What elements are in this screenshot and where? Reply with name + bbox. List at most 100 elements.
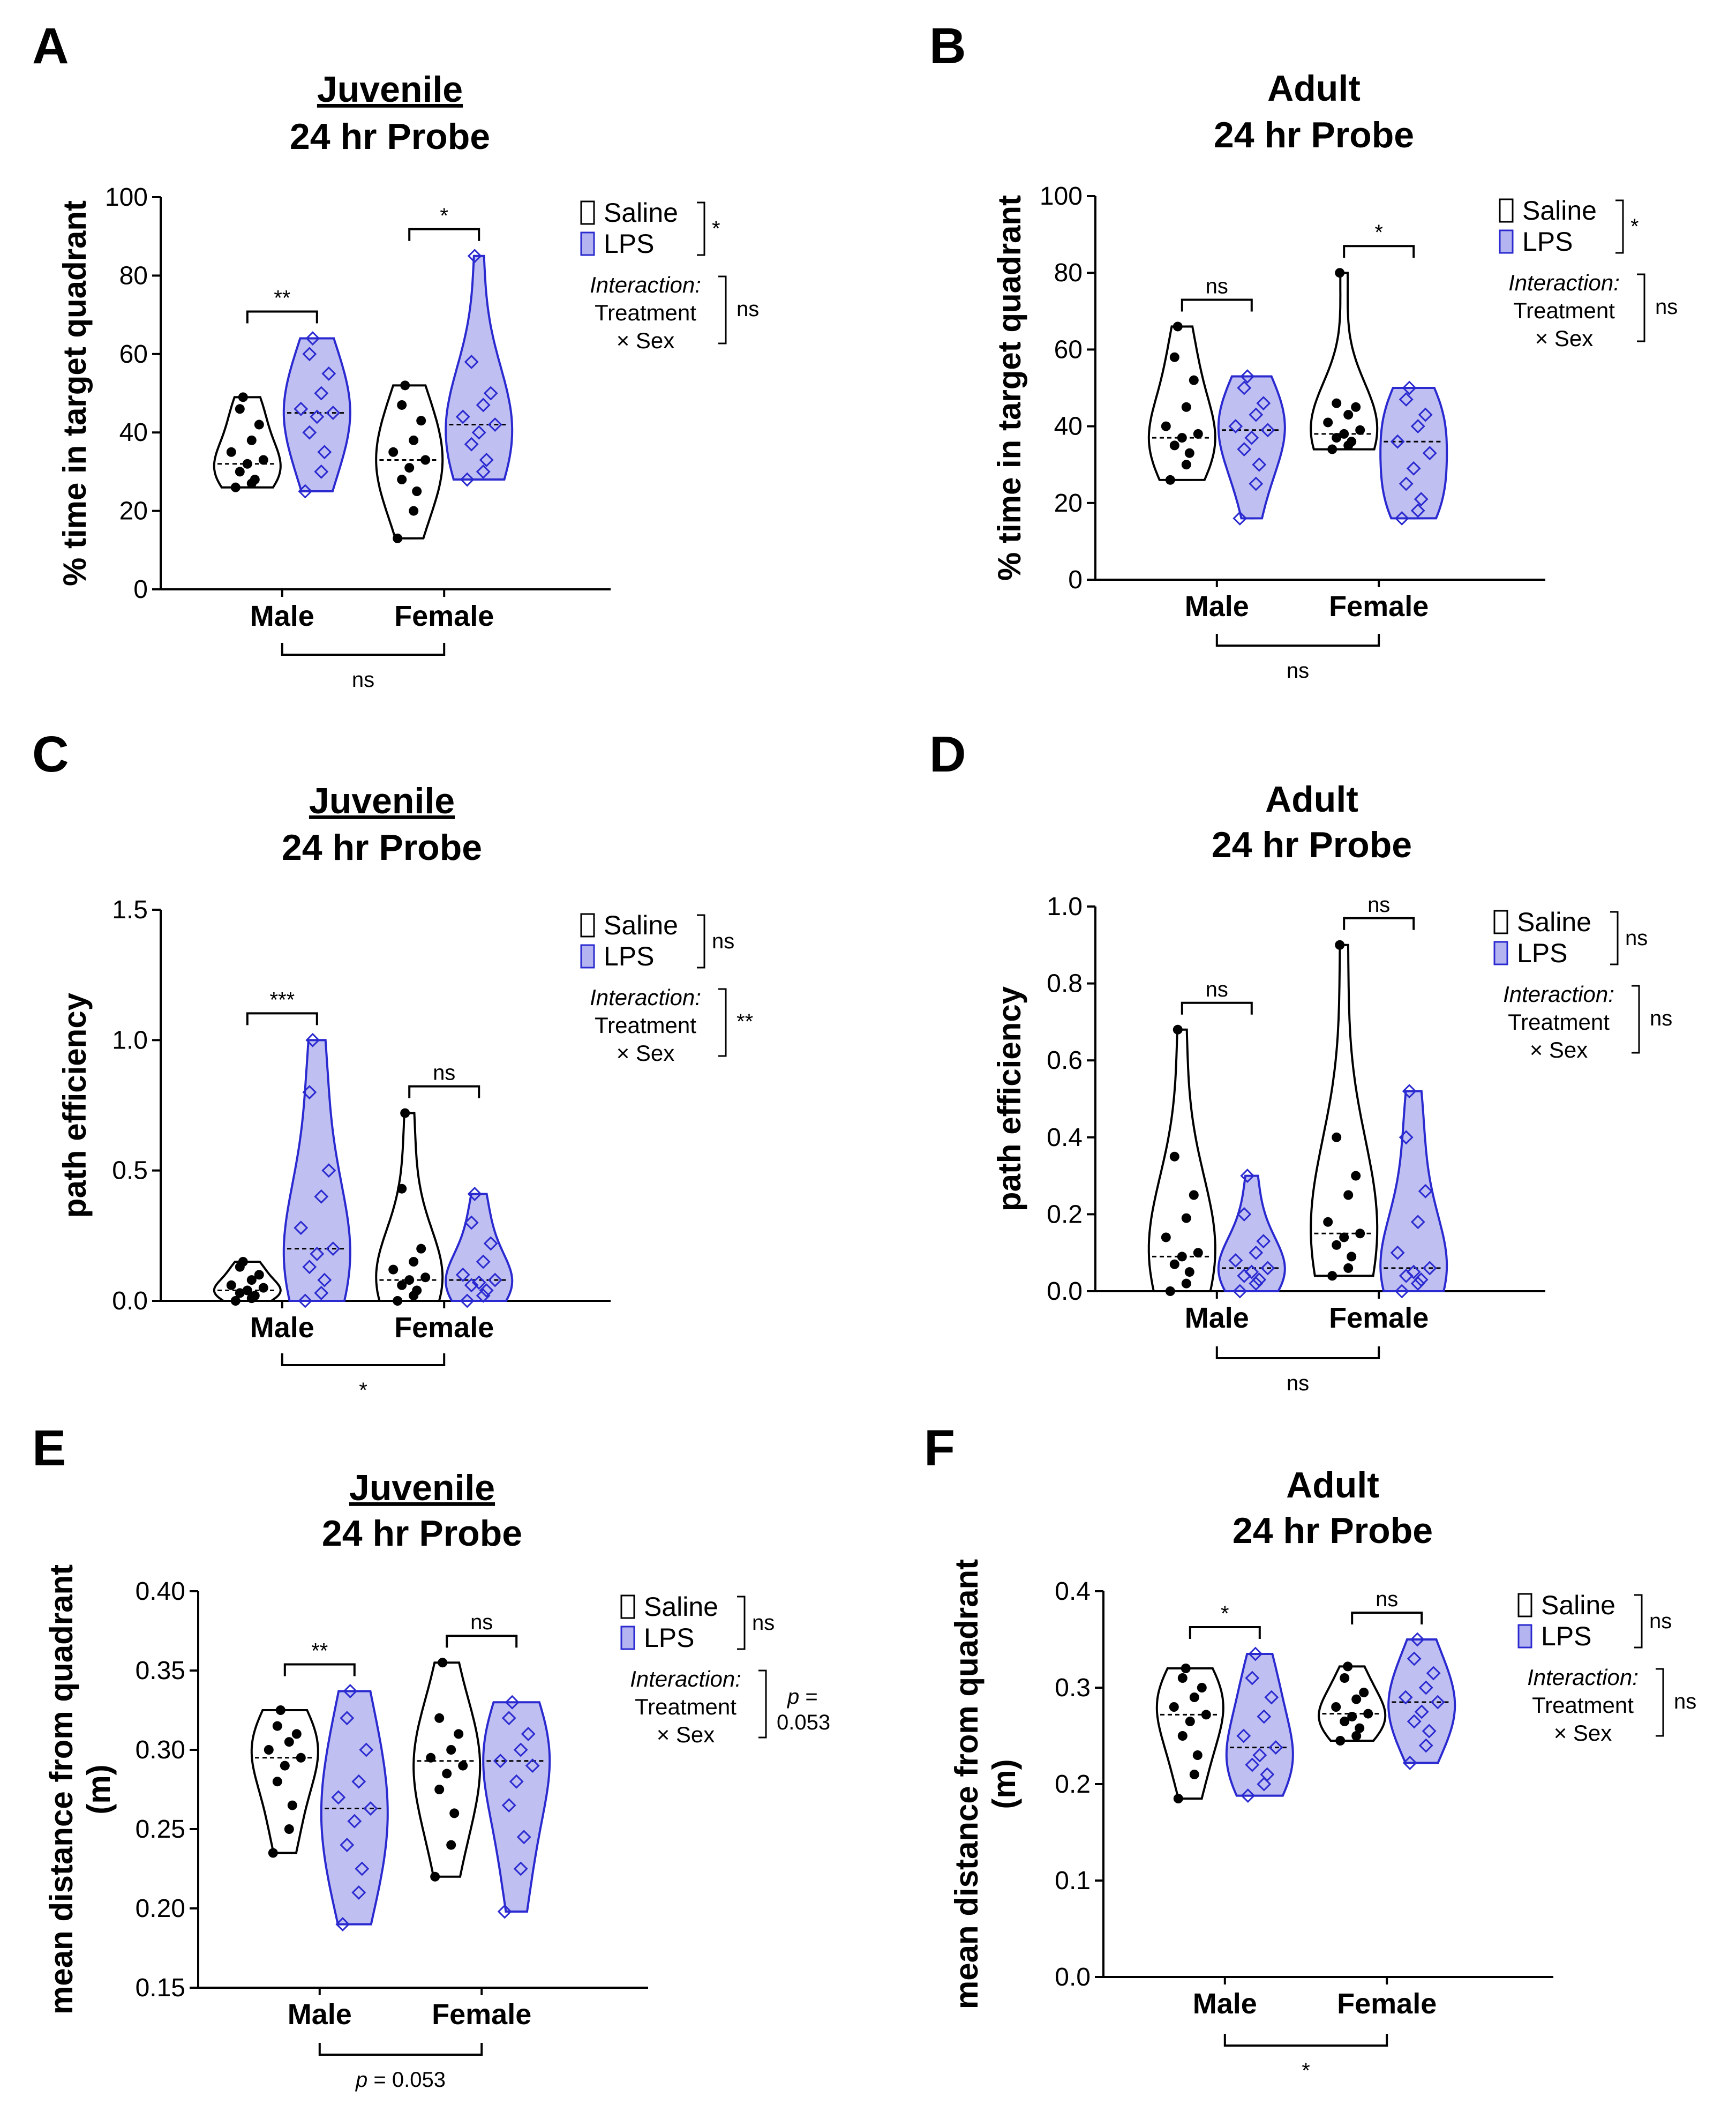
saline-point <box>1335 940 1345 950</box>
lps-point <box>294 401 309 416</box>
saline-violin-male <box>1155 1667 1224 1800</box>
y-tick-label: 0.40 <box>136 1577 185 1606</box>
saline-point <box>291 1729 302 1739</box>
treatment-bracket <box>737 1596 746 1650</box>
lps-point <box>1418 1738 1433 1753</box>
lps-point <box>351 1774 366 1789</box>
saline-point <box>1181 1278 1191 1289</box>
chart-title: Juvenile <box>349 1467 495 1508</box>
y-tick-label: 60 <box>119 340 148 369</box>
saline-point <box>1161 1232 1171 1242</box>
saline-point <box>1197 1683 1207 1692</box>
lps-point <box>302 1260 317 1275</box>
y-tick-label: 0.25 <box>136 1815 185 1844</box>
lps-point <box>1245 1671 1260 1686</box>
saline-point <box>1335 1736 1346 1746</box>
saline-point <box>287 1800 297 1810</box>
saline-violin-female <box>375 384 444 540</box>
lps-point <box>1237 442 1252 456</box>
lps-violin-male <box>1225 1653 1294 1797</box>
y-axis-label-unit: (m) <box>986 1759 1022 1809</box>
lps-point <box>1414 1704 1429 1719</box>
panel-d: D Adult 24 hr Probe path efficiency 0.0 0.2 0.… <box>929 726 1672 1395</box>
y-axis-label: path efficiency <box>57 992 93 1218</box>
saline-point <box>416 1244 426 1254</box>
lps-point <box>479 1283 494 1298</box>
lps-point <box>340 1838 355 1853</box>
legend-lps-swatch <box>580 231 595 256</box>
pair-significance: ns <box>433 1061 455 1085</box>
lps-point <box>298 1293 313 1308</box>
saline-point <box>1339 1232 1349 1242</box>
lps-point <box>1410 1215 1425 1230</box>
interaction-significance: ns <box>1650 1007 1672 1030</box>
y-tick-label: 0 <box>133 575 148 604</box>
lps-point <box>302 347 317 362</box>
saline-point <box>393 533 403 543</box>
lps-point <box>1426 1666 1441 1681</box>
lps-point <box>326 1241 341 1256</box>
saline-point <box>1323 417 1333 428</box>
lps-point <box>471 425 486 440</box>
saline-point <box>388 1264 399 1275</box>
lps-point <box>1252 1748 1267 1763</box>
saline-point <box>1335 268 1345 278</box>
saline-point <box>1339 429 1349 439</box>
lps-point <box>1394 1284 1409 1299</box>
lps-point <box>340 1711 355 1726</box>
saline-point <box>1201 1710 1211 1720</box>
lps-point <box>321 366 336 381</box>
saline-point <box>409 1257 419 1267</box>
treatment-significance: ns <box>1625 926 1648 950</box>
saline-point <box>226 1280 236 1290</box>
legend-lps-label: LPS <box>1517 938 1568 968</box>
lps-point <box>1252 457 1267 472</box>
saline-point <box>254 420 264 430</box>
y-tick-label: 0.0 <box>1047 1277 1083 1306</box>
saline-violin-female <box>1310 272 1379 451</box>
lps-point <box>476 398 491 413</box>
lps-point <box>310 409 325 424</box>
pair-significance: ** <box>311 1639 328 1662</box>
lps-violin-female <box>445 1193 514 1302</box>
lps-violin-female <box>482 1701 551 1913</box>
saline-point <box>1332 398 1342 408</box>
pair-bracket <box>408 1085 480 1098</box>
sex-bracket <box>1215 634 1380 647</box>
y-tick-label: 0.0 <box>1055 1963 1091 1991</box>
lps-point <box>525 1758 540 1773</box>
pair-bracket <box>1181 298 1253 312</box>
lps-point <box>359 1742 374 1757</box>
panel-b: B Adult 24 hr Probe % time in target quadra… <box>929 18 1678 683</box>
pair-bracket <box>1343 245 1415 258</box>
treatment-bracket <box>697 914 705 969</box>
lps-point <box>505 1695 520 1710</box>
y-tick-label: 40 <box>1054 413 1083 441</box>
saline-point <box>449 1808 460 1818</box>
pair-bracket <box>1351 1612 1423 1624</box>
saline-point <box>1347 437 1357 447</box>
y-tick-label: 80 <box>1054 259 1083 287</box>
saline-point <box>404 463 415 473</box>
chart-subtitle: 24 hr Probe <box>1212 825 1412 865</box>
interaction-significance: p = <box>787 1685 818 1709</box>
saline-violin-male <box>1147 325 1216 481</box>
interaction-bracket <box>718 275 727 344</box>
x-tick-label-male: Male <box>288 1998 352 2031</box>
lps-point <box>1402 380 1417 395</box>
legend-saline-swatch <box>1517 1593 1532 1617</box>
y-tick-label: 0.5 <box>112 1157 148 1185</box>
saline-point <box>397 475 407 485</box>
lps-point <box>1244 430 1259 445</box>
x-tick-label-female: Female <box>432 1998 531 2031</box>
interaction-bracket <box>1632 985 1640 1054</box>
lps-point <box>314 1189 329 1204</box>
saline-point <box>1332 1240 1342 1250</box>
lps-point <box>1422 446 1437 461</box>
lps-point <box>302 425 317 440</box>
saline-point <box>226 447 236 457</box>
lps-point <box>516 1830 531 1845</box>
saline-point <box>1331 1702 1341 1712</box>
saline-point <box>1169 1702 1179 1712</box>
legend-saline-label: Saline <box>1541 1590 1615 1620</box>
